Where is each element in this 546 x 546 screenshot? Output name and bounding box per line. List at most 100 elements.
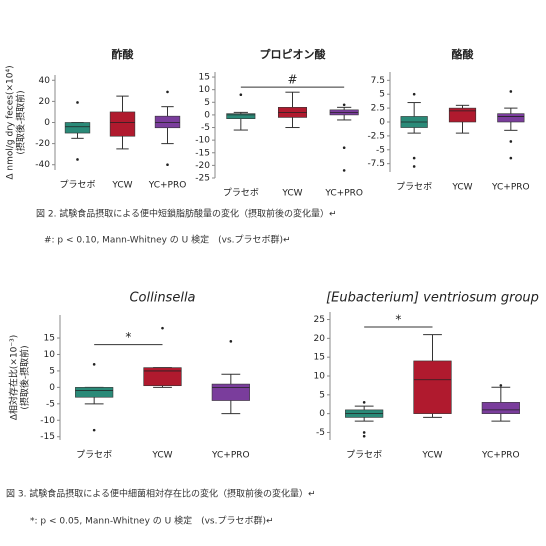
y-tick-label: 5	[49, 366, 55, 376]
chart-title: Collinsella	[129, 291, 195, 306]
y-tick-label: -20	[35, 139, 50, 149]
outlier	[362, 401, 366, 404]
chart-title: [Eubacterium] ventriosum group	[326, 291, 539, 306]
y-axis-label: Δ nmol/g dry feces(×10⁴)	[6, 65, 16, 179]
outlier	[342, 103, 346, 107]
significance-mark: #	[287, 73, 297, 87]
y-tick-label: -5	[201, 123, 210, 133]
outlier	[342, 169, 346, 172]
x-tick-label: プラセボ	[223, 188, 259, 199]
y-tick-label: 10	[199, 85, 211, 95]
x-tick-label: YCW	[421, 451, 442, 461]
box	[481, 402, 520, 414]
chart-title: プロピオン酸	[260, 47, 327, 61]
y-tick-label: 15	[199, 73, 210, 83]
chart-title: 酢酸	[112, 47, 135, 61]
x-tick-label: YCW	[151, 451, 172, 461]
x-tick-label: YCW	[111, 181, 132, 191]
y-tick-label: 0	[49, 383, 55, 393]
y-tick-label: 15	[44, 334, 55, 344]
y-tick-label: -25	[195, 174, 210, 184]
x-tick-label: YC+PRO	[324, 189, 363, 199]
figure-caption: 図 3. 試験食品摂取による便中細菌相対存在比の変化（摂取前後の変化量）↵	[6, 488, 316, 500]
y-tick-label: -7.5	[367, 159, 385, 169]
y-tick-label: 0	[44, 118, 50, 128]
y-tick-label: -40	[35, 160, 50, 170]
y-axis-label: Δ相対存在比(×10⁻³)	[8, 335, 20, 421]
x-tick-label: YCW	[451, 183, 472, 193]
y-axis-label: (摂取後-摂取前)	[19, 345, 31, 409]
box	[226, 113, 256, 119]
outlier	[499, 384, 503, 387]
x-tick-label: YC+PRO	[211, 451, 250, 461]
outlier	[92, 428, 96, 432]
outlier	[166, 90, 169, 94]
outlier	[76, 101, 79, 104]
outlier	[92, 363, 96, 366]
x-tick-label: YC+PRO	[148, 181, 187, 191]
box	[64, 122, 91, 134]
y-tick-label: 20	[39, 97, 51, 107]
y-tick-label: -2.5	[367, 131, 385, 141]
outlier	[412, 156, 416, 160]
outlier	[362, 434, 366, 438]
figure-note: *: p < 0.05, Mann-Whitney の U 検定 (vs.プラセ…	[30, 515, 274, 527]
y-tick-label: 15	[314, 353, 325, 363]
x-tick-label: YCW	[281, 189, 302, 199]
y-tick-label: -15	[40, 432, 55, 442]
y-tick-label: 2.5	[371, 104, 385, 114]
x-tick-label: プラセボ	[396, 182, 432, 193]
y-tick-label: 5	[379, 90, 385, 100]
x-tick-label: プラセボ	[76, 450, 112, 461]
y-tick-label: -5	[376, 145, 385, 155]
outlier	[342, 146, 346, 150]
significance-mark: *	[125, 330, 131, 344]
y-tick-label: -5	[316, 428, 325, 438]
outlier	[229, 340, 233, 343]
x-tick-label: YC+PRO	[491, 183, 530, 193]
y-tick-label: -15	[195, 148, 210, 158]
y-tick-label: 7.5	[371, 76, 385, 86]
y-tick-label: 5	[204, 98, 210, 108]
y-tick-label: -5	[46, 399, 55, 409]
outlier	[509, 90, 513, 93]
outlier	[239, 93, 243, 97]
x-tick-label: プラセボ	[346, 450, 382, 461]
box	[497, 113, 525, 123]
x-tick-label: YC+PRO	[481, 451, 520, 461]
box	[413, 360, 452, 414]
outlier	[166, 163, 169, 167]
outlier	[412, 165, 416, 168]
outlier	[76, 158, 79, 161]
box	[143, 367, 182, 387]
y-tick-label: -20	[195, 161, 210, 171]
outlier	[362, 431, 366, 434]
box	[109, 111, 136, 137]
box	[75, 387, 114, 398]
figure-caption: 図 2. 試験食品摂取による便中短鎖脂肪酸量の変化（摂取前後の変化量）↵	[36, 208, 337, 220]
significance-mark: *	[395, 313, 401, 327]
outlier	[412, 92, 416, 96]
y-tick-label: 10	[314, 372, 326, 382]
box	[448, 107, 477, 123]
outlier	[161, 326, 164, 330]
x-tick-label: プラセボ	[59, 180, 95, 191]
y-axis-label: (摂取後-摂取前)	[15, 90, 27, 154]
outlier	[509, 140, 513, 143]
chart-title: 酪酸	[452, 47, 475, 61]
y-tick-label: -10	[195, 136, 210, 146]
y-tick-label: 10	[44, 350, 56, 360]
box	[211, 383, 250, 401]
y-tick-label: 0	[319, 409, 325, 419]
y-tick-label: -10	[40, 416, 55, 426]
outlier	[509, 156, 513, 160]
box	[154, 115, 181, 129]
y-tick-label: 0	[379, 118, 385, 128]
figure-note: #: p < 0.10, Mann-Whitney の U 検定 (vs.プラセ…	[44, 234, 291, 246]
y-tick-label: 40	[39, 76, 51, 86]
y-tick-label: 20	[314, 334, 326, 344]
y-tick-label: 5	[319, 390, 325, 400]
y-tick-label: 0	[204, 110, 210, 120]
y-tick-label: 25	[314, 315, 325, 325]
